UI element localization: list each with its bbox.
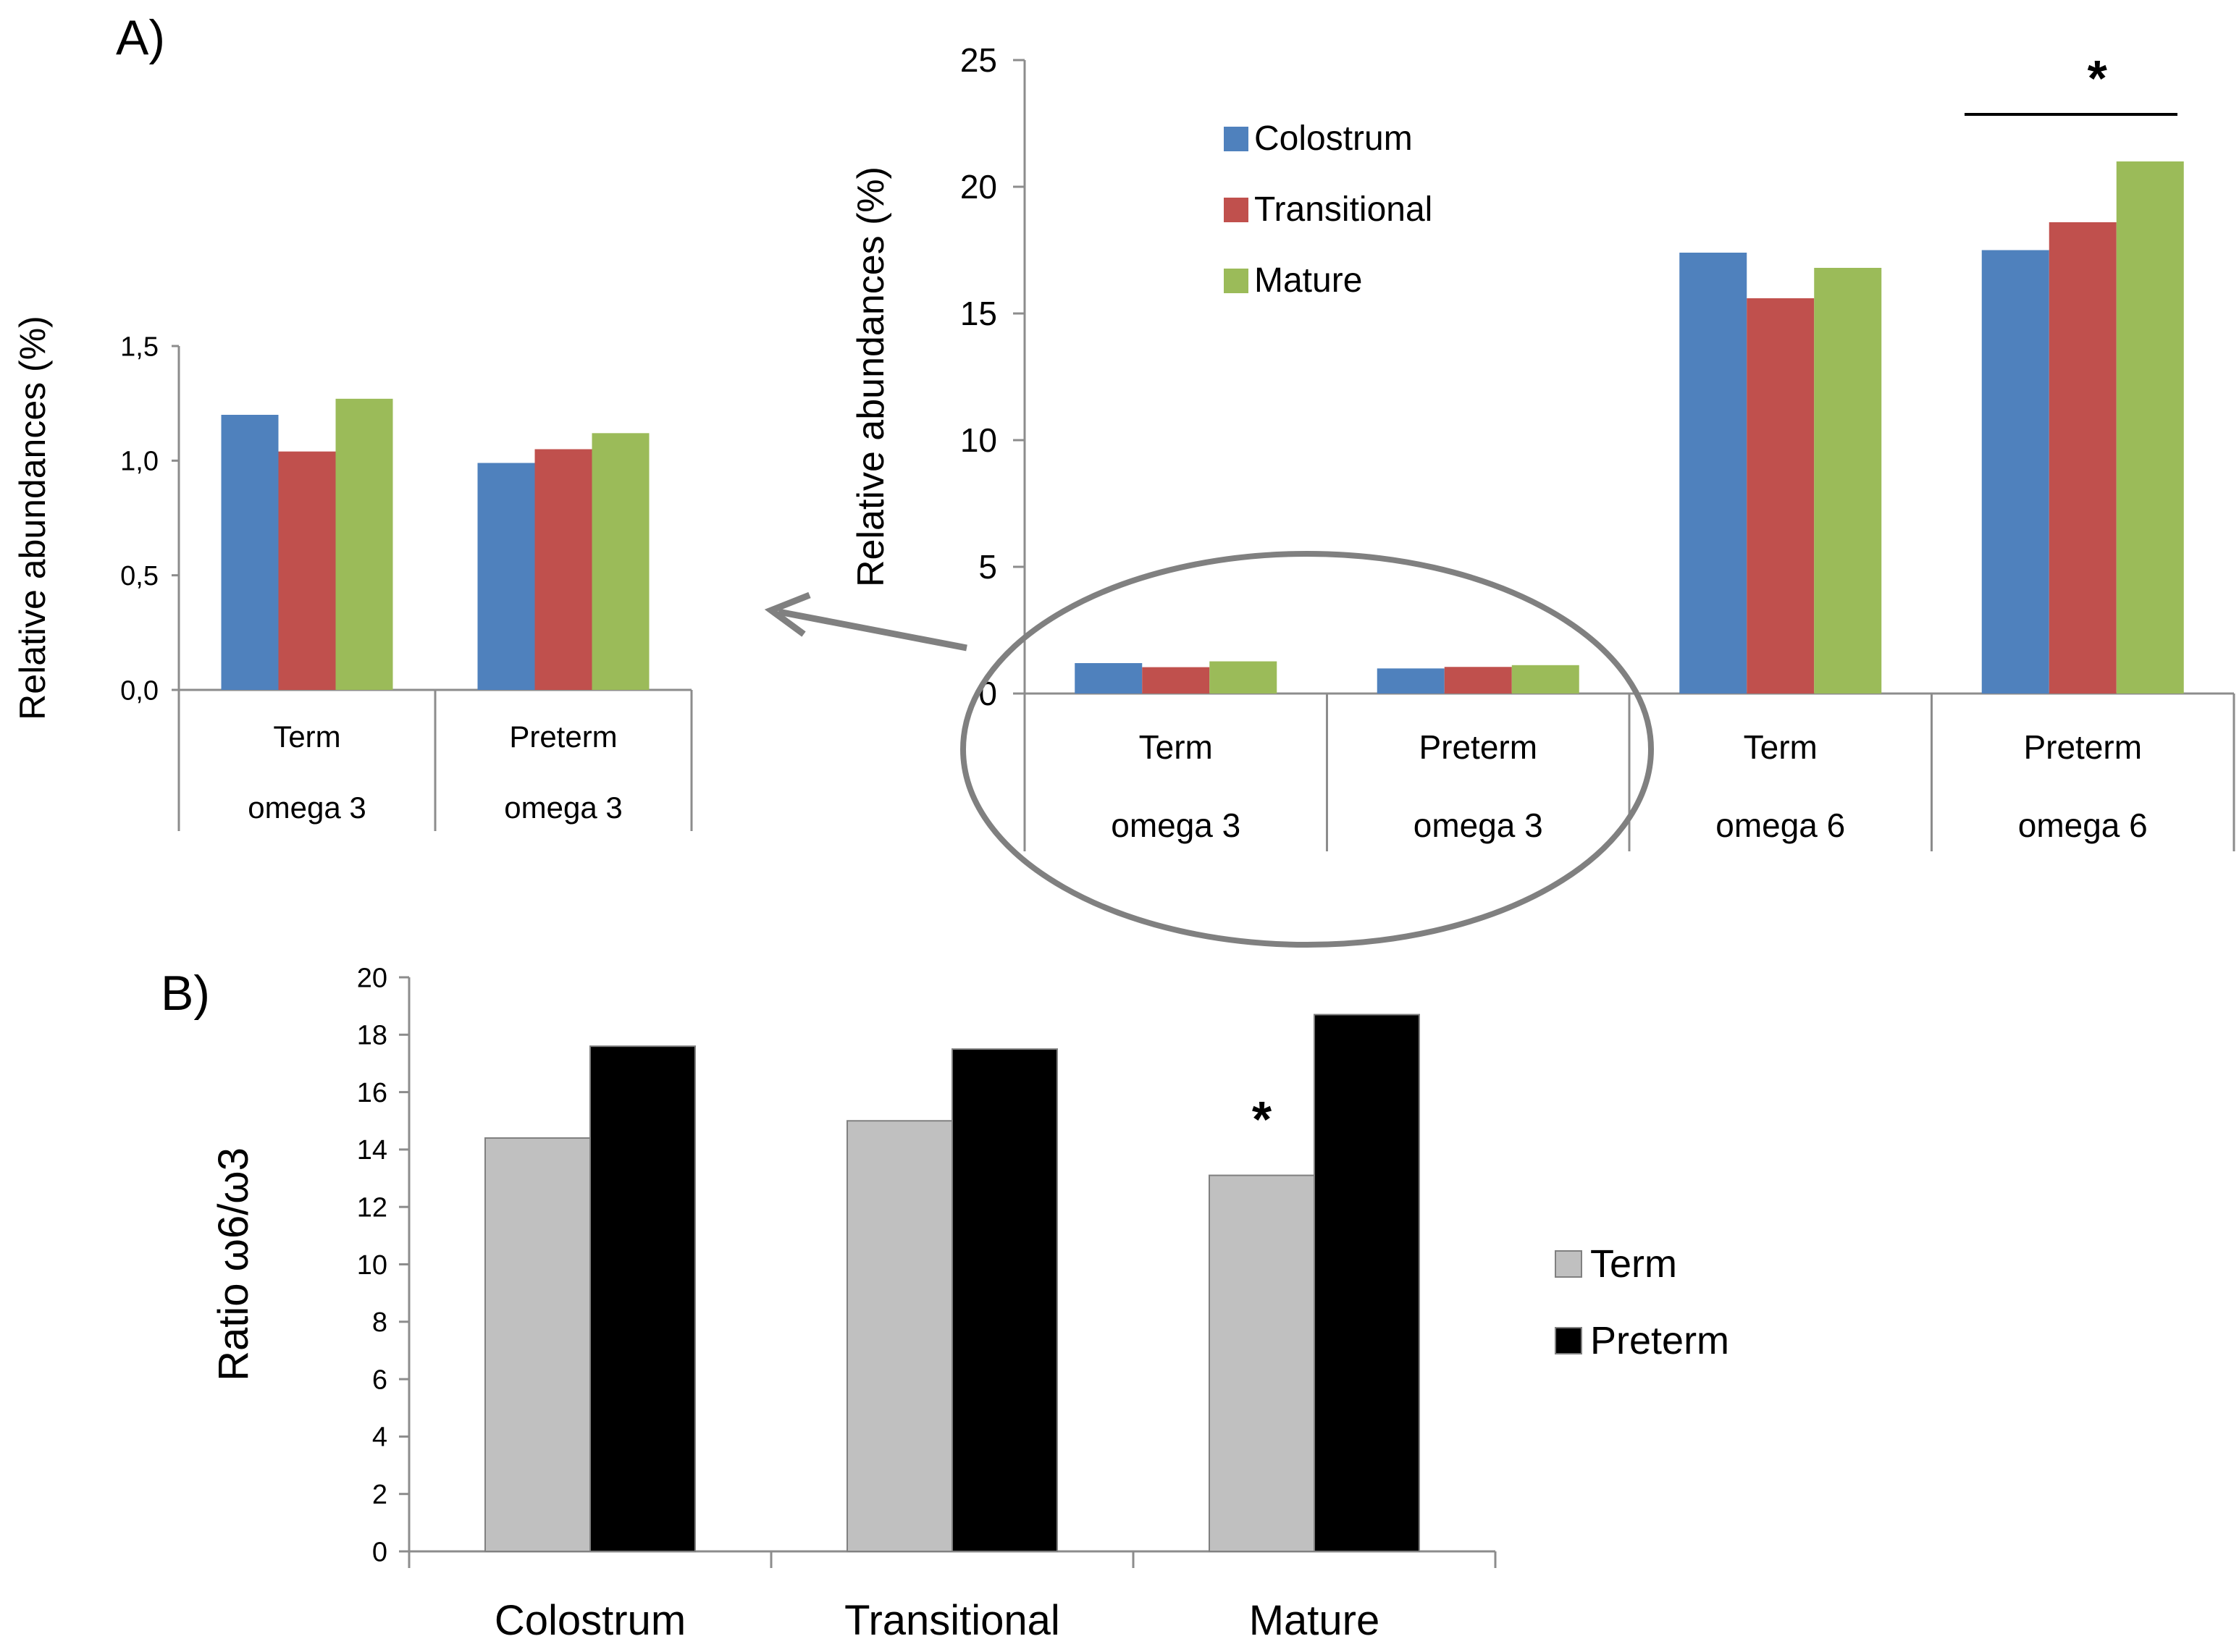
- bar-preterm-1: [952, 1048, 1058, 1552]
- legend-swatch-term: [1555, 1250, 1582, 1278]
- bar-preterm-2: [1314, 1013, 1420, 1553]
- significance-marker: *: [1252, 1091, 1272, 1147]
- bar-transitional-2: [1747, 298, 1815, 694]
- y-tick-label: 1,5: [120, 332, 159, 362]
- y-tick-label: 20: [357, 963, 387, 993]
- bar-colostrum-0: [1075, 663, 1143, 694]
- ratio-chart: 0 2 4 6 8 10 12 14 16 18 20 Ratio ω6/ω3 Colostrum Tra…: [210, 963, 1729, 1644]
- bar-preterm-0: [589, 1045, 696, 1553]
- bar-transitional-1: [1444, 667, 1512, 694]
- bar-transitional-1: [534, 449, 592, 690]
- panel-a-label: A): [116, 10, 165, 65]
- x-category-label: Term: [273, 720, 340, 754]
- y-tick-label: 8: [372, 1307, 387, 1338]
- x-category-label: Preterm: [2023, 728, 2142, 766]
- legend-label-transitional: Transitional: [1254, 190, 1432, 229]
- arrow-icon: [764, 591, 967, 652]
- bar-colostrum-1: [477, 463, 535, 690]
- y-tick-label: 0,0: [120, 675, 159, 706]
- highlight-ellipse: [960, 551, 1654, 948]
- x-subcategory-label: omega 3: [504, 791, 622, 825]
- bar-transitional-0: [278, 451, 336, 690]
- x-subcategory-label: omega 3: [248, 791, 366, 825]
- bar-colostrum-0: [221, 415, 279, 690]
- y-tick-label: 10: [960, 421, 997, 459]
- y-axis-title: Relative abundances (%): [850, 167, 892, 587]
- bar-colostrum-3: [1981, 250, 2049, 694]
- bar-term-1: [847, 1120, 953, 1552]
- y-tick-label: 18: [357, 1021, 387, 1051]
- bar-mature-0: [335, 398, 393, 690]
- y-tick-label: 5: [978, 548, 997, 586]
- y-axis-title: Relative abundances (%): [12, 316, 53, 720]
- x-category-label: Preterm: [509, 720, 617, 754]
- y-tick-label: 16: [357, 1078, 387, 1108]
- y-tick-label: 15: [960, 295, 997, 332]
- bar-term-2: [1209, 1174, 1315, 1552]
- y-tick-label: 10: [357, 1250, 387, 1281]
- x-category-label: Term: [1744, 728, 1818, 766]
- bar-mature-2: [1814, 268, 1882, 694]
- x-subcategory-label: omega 3: [1111, 806, 1240, 844]
- legend-swatch-mature: [1224, 269, 1248, 293]
- panel-b-label: B): [161, 966, 210, 1021]
- y-tick-label: 25: [960, 41, 997, 79]
- x-category-label: Mature: [1249, 1597, 1380, 1644]
- bar-transitional-0: [1142, 667, 1210, 694]
- x-category-label: Transitional: [844, 1597, 1060, 1644]
- x-subcategory-label: omega 3: [1413, 806, 1543, 844]
- x-subcategory-label: omega 6: [1715, 806, 1845, 844]
- bar-transitional-3: [2049, 222, 2117, 694]
- y-tick-label: 0: [372, 1537, 387, 1567]
- bar-colostrum-2: [1679, 253, 1747, 694]
- y-tick-label: 1,0: [120, 447, 159, 477]
- legend-label-preterm: Preterm: [1590, 1319, 1729, 1362]
- significance-marker: *: [2088, 50, 2108, 106]
- legend-label-mature: Mature: [1254, 261, 1362, 300]
- legend-swatch-transitional: [1224, 198, 1248, 222]
- y-tick-label: 0,5: [120, 561, 159, 591]
- bar-mature-0: [1209, 661, 1277, 694]
- bar-term-0: [484, 1137, 591, 1553]
- x-category-label: Preterm: [1419, 728, 1537, 766]
- y-tick-label: 4: [372, 1423, 387, 1453]
- legend-label-term: Term: [1590, 1242, 1677, 1286]
- y-tick-label: 6: [372, 1365, 387, 1395]
- y-tick-label: 2: [372, 1480, 387, 1510]
- x-category-label: Term: [1139, 728, 1213, 766]
- bar-mature-1: [1511, 665, 1579, 694]
- bar-mature-3: [2116, 161, 2184, 694]
- x-category-label: Colostrum: [495, 1597, 686, 1644]
- x-subcategory-label: omega 6: [2018, 806, 2148, 844]
- bar-colostrum-1: [1377, 668, 1445, 694]
- y-tick-label: 12: [357, 1193, 387, 1223]
- y-axis-title: Ratio ω6/ω3: [210, 1147, 257, 1381]
- y-tick-label: 20: [960, 168, 997, 206]
- y-tick-label: 14: [357, 1135, 387, 1166]
- inset-chart: 0,0 0,5 1,0 1,5 Relative abundances (%) Term o…: [12, 316, 693, 831]
- bar-mature-1: [592, 433, 650, 690]
- legend-label-colostrum: Colostrum: [1254, 119, 1413, 158]
- legend-swatch-colostrum: [1224, 127, 1248, 151]
- legend-swatch-preterm: [1555, 1327, 1582, 1354]
